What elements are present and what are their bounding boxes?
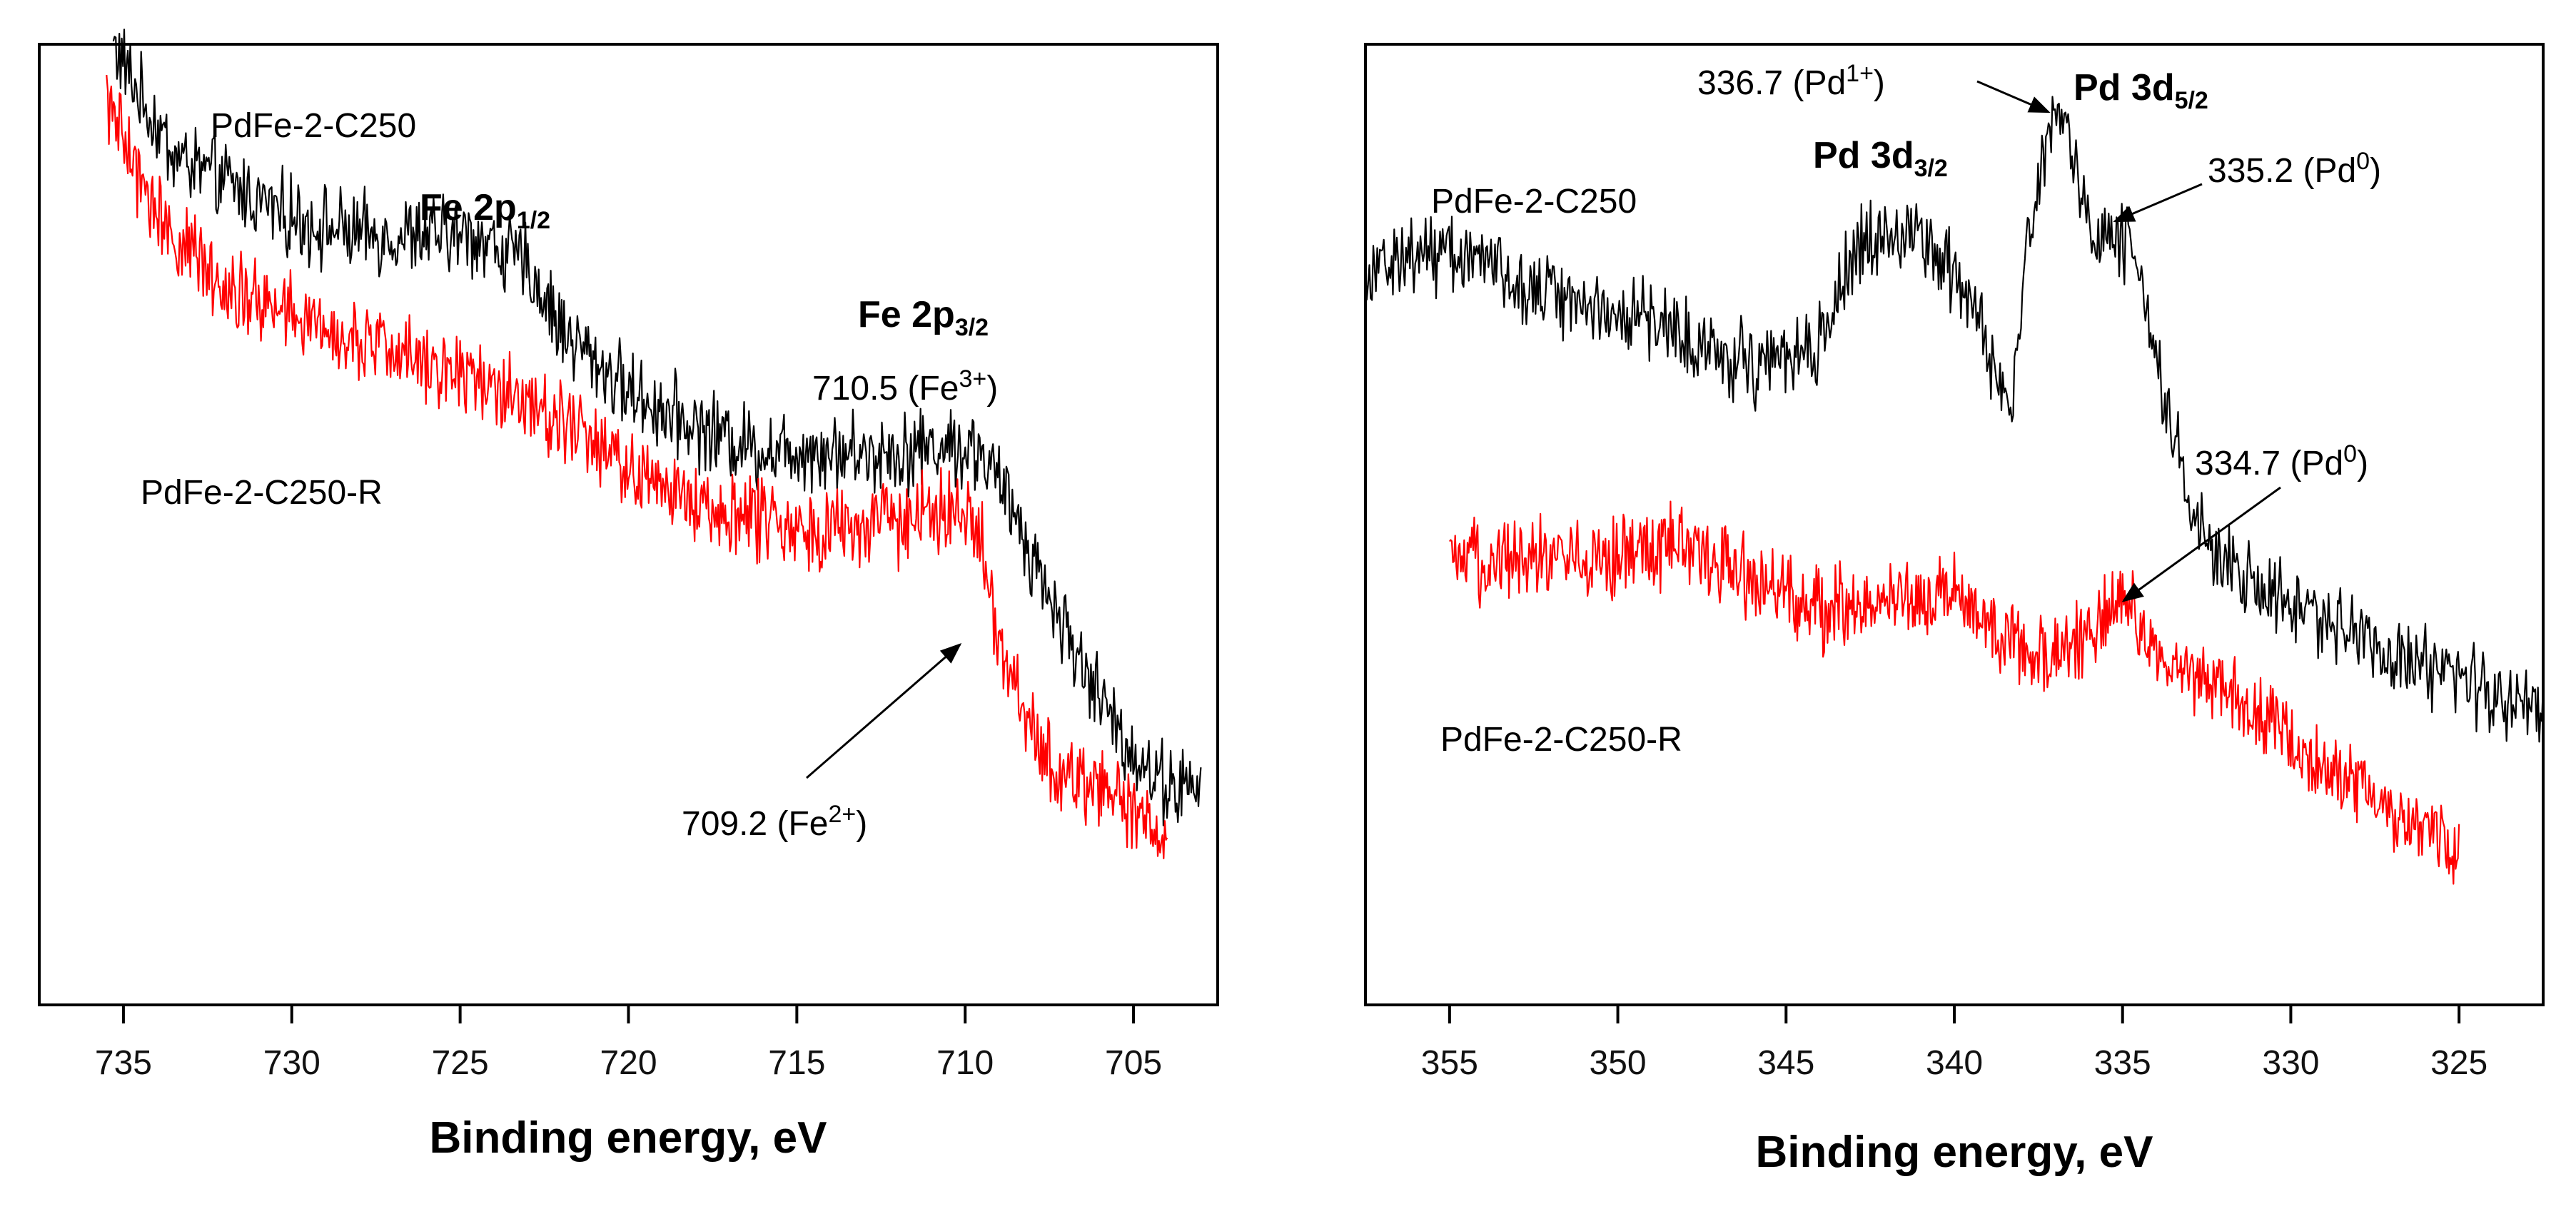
x-tick-label: 715 [768,1044,825,1082]
x-tick-label: 350 [1590,1044,1647,1082]
x-tick-label: 710 [936,1044,994,1082]
x-tick-label: 355 [1421,1044,1478,1082]
series-line-pdfe-2-c250-r [1449,500,2460,885]
fe-2p-plot-area [106,29,1202,859]
x-tick-label: 730 [263,1044,320,1082]
x-tick-label: 340 [1926,1044,1983,1082]
fe3-sup: 3+ [959,365,986,393]
right-red-series-label: PdFe-2-C250-R [1440,721,1682,759]
fe2-arrow [806,643,962,779]
fe2-close: ) [856,805,867,843]
pd1-value: 336.7 (Pd [1697,64,1846,102]
x-tick-label: 735 [95,1044,152,1082]
fe-2p12-label: Fe 2p1/2 [420,187,550,234]
fe-2p12-sub: 1/2 [517,207,550,234]
fe2-sup: 2+ [828,801,856,828]
fe-2p32-label: Fe 2p3/2 [858,294,989,341]
right-x-axis-title: Binding energy, eV [1756,1128,2153,1177]
x-tick-label: 345 [1757,1044,1814,1082]
pd-3d32-sub: 3/2 [1914,155,1948,182]
pd0b-value: 334.7 (Pd [2195,445,2343,482]
fe3-annotation: 710.5 (Fe3+) [812,365,998,408]
fe-2p32-main: Fe 2p [858,294,955,335]
pd0b-arrow [2121,486,2281,602]
left-x-axis: 735 730 725 720 715 710 705 [95,1005,1162,1082]
pd0a-annotation: 335.2 (Pd0) [2208,148,2381,190]
pd1-sup: 1+ [1846,60,1874,87]
fe-2p-panel: 735 730 725 720 715 710 705 Binding energy, eV… [38,29,1219,1163]
x-tick-label: 330 [2262,1044,2319,1082]
pd0a-arrow [2113,183,2203,223]
fe-2p12-main: Fe 2p [420,187,517,228]
x-tick-label: 705 [1105,1044,1162,1082]
pd1-close: ) [1874,64,1885,102]
pd-3d32-label: Pd 3d3/2 [1813,135,1948,182]
left-x-axis-title: Binding energy, eV [430,1113,827,1163]
x-tick-label: 725 [432,1044,489,1082]
pd0a-close: ) [2370,152,2381,190]
fe2-value: 709.2 (Fe [682,805,828,843]
fe3-value: 710.5 (Fe [812,370,959,408]
x-tick-label: 325 [2430,1044,2487,1082]
pd1-annotation: 336.7 (Pd1+) [1697,60,1885,102]
right-black-series-label: PdFe-2-C250 [1431,183,1637,221]
pd-3d52-label: Pd 3d5/2 [2074,67,2208,114]
pd1-arrow [1976,80,2051,113]
pd-3d52-main: Pd 3d [2074,67,2175,108]
series-line-pdfe-2-c250 [1364,96,2545,743]
x-tick-label: 720 [600,1044,657,1082]
pd-3d52-sub: 5/2 [2175,87,2208,114]
fe2-annotation: 709.2 (Fe2+) [682,801,867,843]
pd-3d-plot-area [1364,96,2545,885]
x-tick-label: 335 [2094,1044,2151,1082]
fe-2p32-sub: 3/2 [955,314,989,341]
left-black-series-label: PdFe-2-C250 [211,107,416,145]
pd-3d-panel: 355 350 345 340 335 330 325 Binding energy, eV… [1364,43,2545,1177]
pd0a-value: 335.2 (Pd [2208,152,2356,190]
pd0a-sup: 0 [2356,148,2370,175]
pd0b-annotation: 334.7 (Pd0) [2195,440,2368,482]
right-x-axis: 355 350 345 340 335 330 325 [1421,1005,2487,1082]
pd-3d32-main: Pd 3d [1813,135,1914,176]
fe3-close: ) [986,370,998,408]
series-line-pdfe-2-c250-r [106,75,1168,859]
pd0b-close: ) [2357,445,2368,482]
left-red-series-label: PdFe-2-C250-R [141,474,383,512]
series-line-pdfe-2-c250 [112,29,1202,826]
pd0b-sup: 0 [2343,440,2357,467]
